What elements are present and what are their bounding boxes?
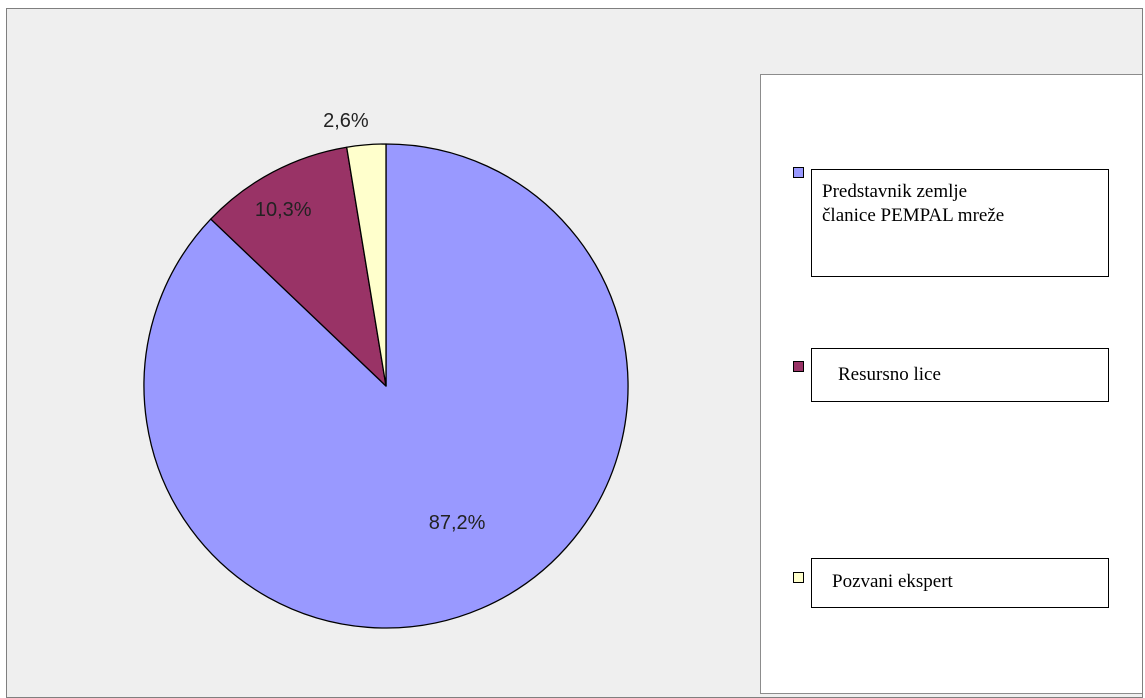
pie-chart: 87,2% 10,3% 2,6% [143, 110, 629, 629]
legend-label: Predstavnik zemlje članice PEMPAL mreže [811, 169, 1109, 277]
legend-swatch [793, 167, 804, 178]
data-label-predstavnik: 87,2% [429, 512, 486, 534]
data-label-resursno: 10,3% [255, 199, 312, 221]
legend-label: Pozvani ekspert [811, 558, 1109, 608]
pie-slices [143, 143, 629, 629]
legend-swatch [793, 361, 804, 372]
data-label-pozvani: 2,6% [323, 110, 369, 132]
pie-labels: 87,2% 10,3% 2,6% [255, 110, 486, 534]
legend-label: Resursno lice [811, 348, 1109, 402]
pie-slice-pozvani [346, 143, 387, 387]
legend: Predstavnik zemlje članice PEMPAL mreže … [760, 74, 1142, 694]
pie-slice-resursno [210, 146, 387, 387]
legend-swatch [793, 572, 804, 583]
